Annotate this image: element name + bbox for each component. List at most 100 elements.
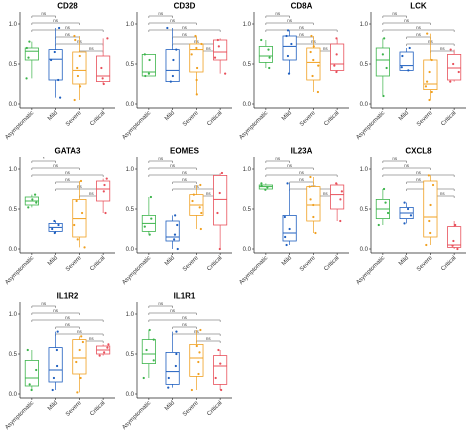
data-point — [309, 175, 312, 179]
data-point — [384, 201, 387, 204]
data-point — [28, 40, 31, 43]
data-point — [386, 211, 390, 215]
significance-label: ns — [170, 308, 176, 313]
significance-bracket — [172, 36, 197, 39]
data-point — [57, 223, 60, 227]
data-point — [143, 225, 146, 228]
data-point — [381, 53, 384, 56]
significance-bracket — [430, 50, 455, 53]
data-point — [430, 90, 433, 94]
data-point — [260, 184, 263, 187]
significance-label: ns — [311, 39, 317, 44]
data-point — [195, 46, 198, 50]
x-tick-label: Asymptomatic — [121, 255, 152, 286]
x-tick-label: Mild — [398, 110, 410, 122]
data-point — [340, 190, 343, 193]
data-point — [449, 80, 452, 83]
significance-label: * — [43, 156, 45, 161]
box-critical — [96, 37, 111, 86]
y-tick-label: 1.0 — [243, 167, 252, 173]
data-point — [224, 72, 227, 75]
data-point — [194, 34, 197, 38]
data-point — [75, 360, 78, 364]
data-point — [457, 70, 460, 74]
data-point — [428, 98, 431, 102]
significance-label: ns — [53, 308, 59, 313]
box-mild — [165, 214, 180, 251]
data-point — [167, 376, 170, 380]
box-rect — [24, 360, 39, 387]
data-point — [27, 56, 30, 59]
data-point — [76, 238, 79, 241]
data-point — [403, 201, 406, 204]
data-point — [26, 348, 29, 352]
significance-bracket — [55, 36, 80, 39]
data-point — [53, 231, 56, 235]
x-tick-label: Critical — [440, 110, 457, 127]
box-rect — [165, 49, 180, 82]
panel-title: LCK — [410, 2, 427, 11]
significance-label: ns — [182, 315, 188, 320]
x-tick-label: Asymptomatic — [121, 400, 152, 431]
panel-il1r2: IL1R2 0.0 0.5 1.0 Asymptomatic Mild Severe Crit… — [4, 292, 115, 431]
data-point — [176, 223, 179, 227]
significance-label: ns — [182, 25, 188, 30]
x-tick-label: Critical — [89, 255, 106, 272]
data-point — [56, 330, 59, 333]
box-rect — [72, 339, 87, 375]
panel-title: CXCL8 — [405, 147, 432, 156]
data-point — [267, 48, 270, 51]
y-tick-label: 1.0 — [9, 167, 18, 173]
data-point — [190, 388, 193, 392]
box-severe — [189, 183, 204, 231]
significance-bracket — [31, 22, 80, 25]
box-rect — [447, 54, 462, 81]
x-tick-label: Asymptomatic — [4, 110, 35, 141]
significance-label: ns — [170, 18, 176, 23]
significance-bracket — [148, 160, 173, 163]
significance-label: ns — [287, 163, 293, 168]
y-tick-label: 0.0 — [9, 247, 18, 253]
box-asymptomatic — [375, 37, 390, 98]
x-tick-label: Mild — [164, 110, 176, 122]
box-severe — [72, 34, 87, 102]
data-point — [335, 70, 338, 74]
box-mild — [282, 29, 297, 75]
x-tick-label: Critical — [323, 110, 340, 127]
box-rect — [306, 47, 321, 81]
box-severe — [306, 34, 321, 94]
box-rect — [72, 51, 87, 85]
data-point — [285, 243, 288, 247]
data-point — [76, 74, 80, 78]
box-asymptomatic — [24, 193, 39, 209]
significance-label: ns — [182, 32, 188, 37]
x-tick-label: Mild — [47, 255, 59, 267]
box-asymptomatic — [24, 348, 39, 392]
data-point — [220, 388, 223, 392]
y-tick-label: 0.0 — [9, 392, 18, 398]
data-point — [174, 214, 177, 217]
data-point — [147, 72, 151, 75]
data-point — [456, 247, 459, 251]
data-point — [172, 58, 175, 62]
significance-label: ns — [65, 32, 71, 37]
data-point — [382, 94, 385, 98]
data-point — [80, 211, 84, 215]
data-point — [260, 38, 263, 42]
data-point — [214, 376, 217, 380]
box-rect — [330, 43, 345, 71]
data-point — [74, 38, 77, 42]
data-point — [199, 328, 202, 332]
significance-label: ns — [275, 156, 281, 161]
significance-bracket — [31, 29, 104, 32]
significance-bracket — [148, 22, 197, 25]
x-tick-label: Critical — [440, 255, 457, 272]
data-point — [200, 42, 203, 46]
data-point — [200, 211, 203, 215]
panel-title: IL1R2 — [57, 292, 79, 301]
y-tick-label: 0.5 — [126, 207, 135, 213]
data-point — [430, 58, 433, 62]
data-point — [452, 62, 455, 66]
x-tick-label: Severe — [299, 255, 317, 273]
data-point — [30, 388, 33, 392]
